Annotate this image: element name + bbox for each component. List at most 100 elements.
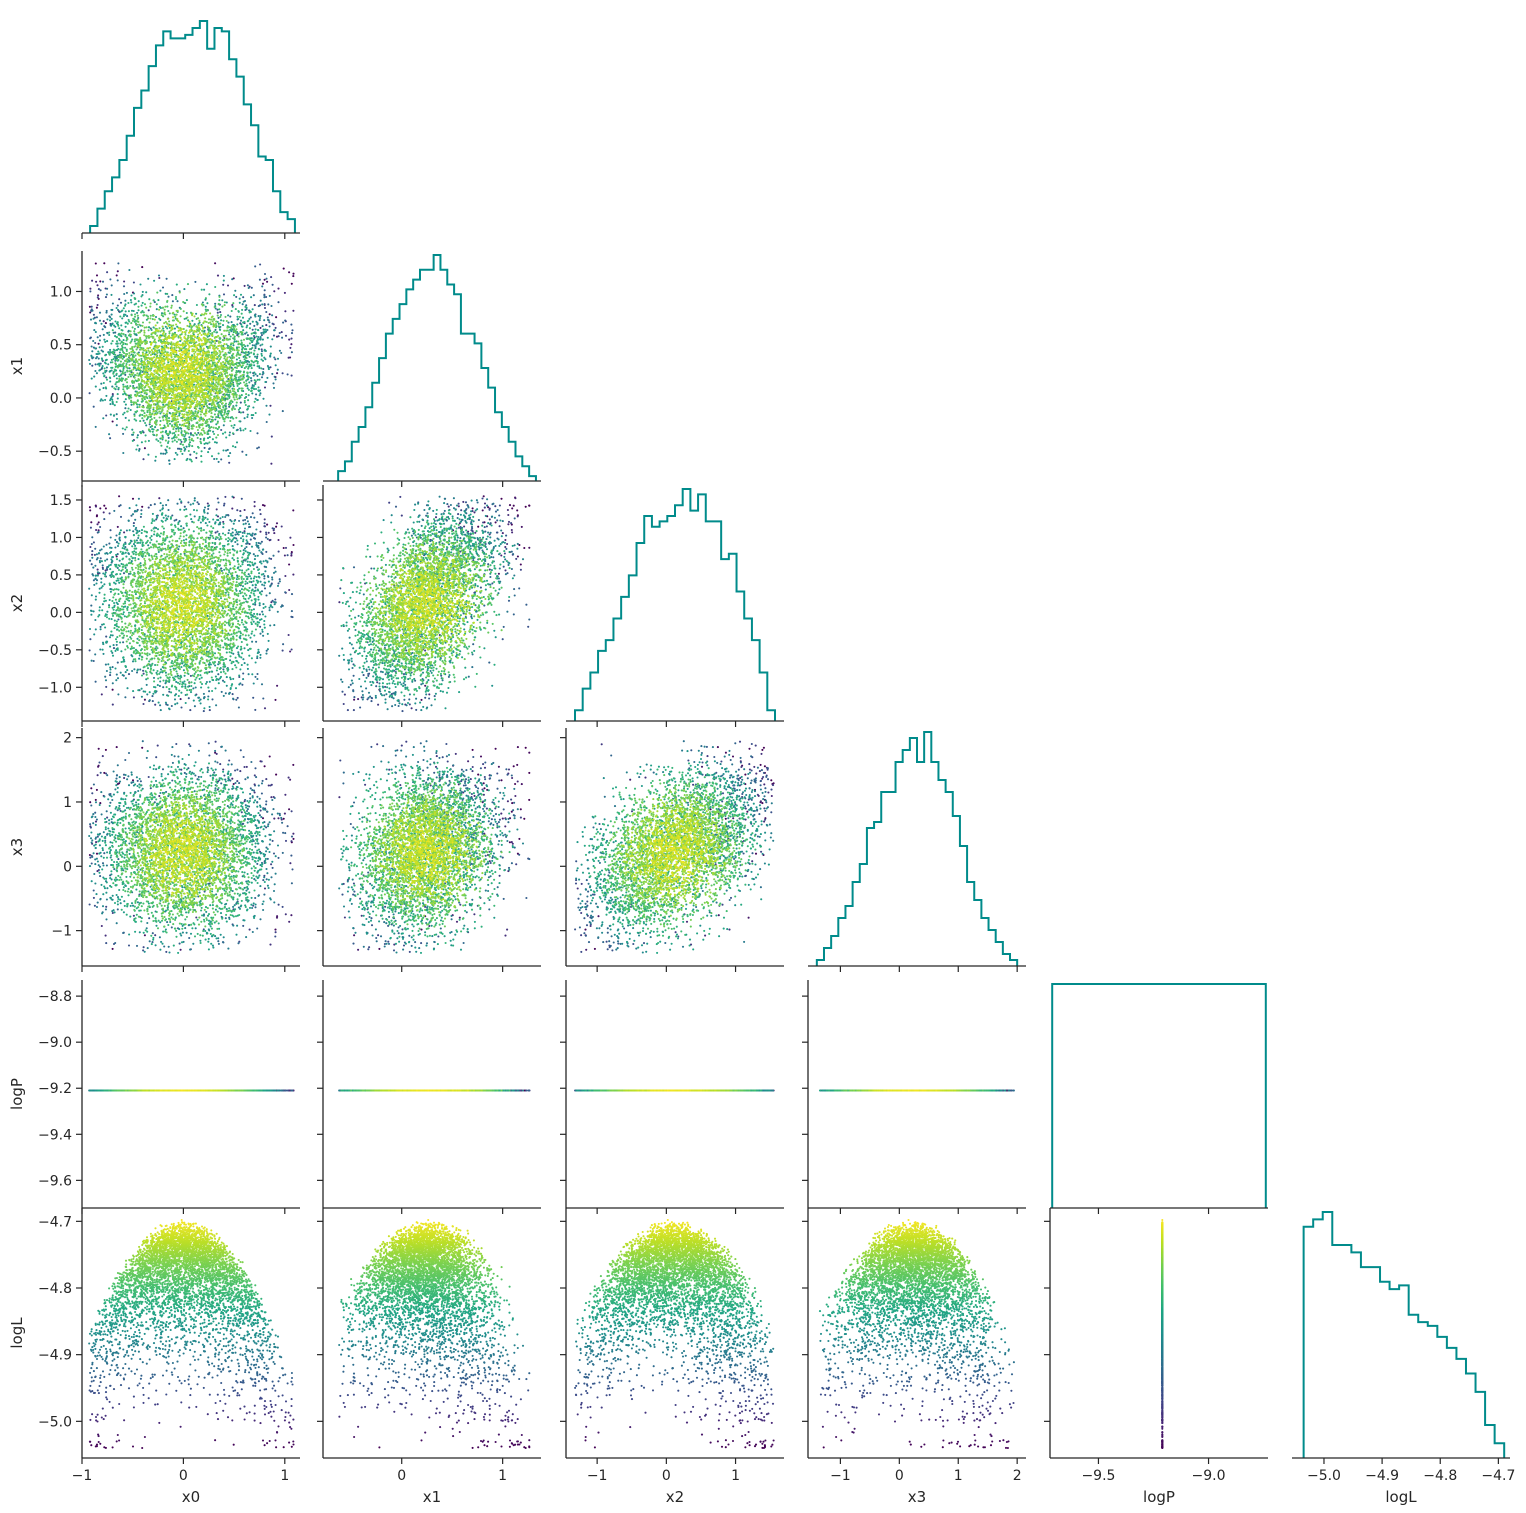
scatter-point	[240, 320, 242, 322]
scatter-point	[277, 358, 279, 360]
scatter-point	[250, 296, 252, 298]
scatter-point	[274, 358, 276, 360]
scatter-point	[116, 385, 118, 387]
scatter-point	[111, 314, 113, 316]
scatter-point	[92, 340, 94, 342]
scatter-point	[261, 350, 263, 352]
scatter-point	[248, 287, 250, 289]
scatter-point	[89, 306, 91, 308]
scatter-point	[90, 355, 92, 357]
scatter-point	[289, 347, 291, 349]
scatter-point	[264, 307, 266, 309]
scatter-point	[273, 335, 275, 337]
scatter-point	[93, 314, 95, 316]
scatter-point	[208, 403, 210, 405]
scatter-point	[259, 319, 261, 321]
scatter-point	[189, 454, 191, 456]
scatter-point	[165, 450, 167, 452]
scatter-point	[273, 387, 275, 389]
scatter-point	[251, 417, 253, 419]
scatter-point	[285, 335, 287, 337]
scatter-point	[221, 299, 223, 301]
scatter-point	[267, 337, 269, 339]
scatter-point	[270, 463, 272, 465]
scatter-point	[188, 436, 190, 438]
scatter-point	[248, 361, 250, 363]
scatter-point	[225, 450, 227, 452]
scatter-point	[232, 306, 234, 308]
scatter-point	[277, 369, 279, 371]
scatter-point	[105, 376, 107, 378]
scatter-point	[208, 448, 210, 450]
scatter-point	[180, 441, 182, 443]
scatter-point	[112, 420, 114, 422]
scatter-point	[91, 310, 93, 312]
scatter-point	[109, 403, 111, 405]
scatter-point	[275, 316, 277, 318]
scatter-point	[277, 301, 279, 303]
scatter-point	[97, 294, 99, 296]
scatter-point	[291, 329, 293, 331]
scatter-point	[93, 329, 95, 331]
scatter-point	[234, 446, 236, 448]
scatter-point	[109, 278, 111, 280]
scatter-point	[123, 293, 125, 295]
scatter-point	[162, 286, 164, 288]
scatter-point	[99, 335, 101, 337]
scatter-point	[110, 398, 112, 400]
scatter-point	[265, 278, 267, 280]
scatter-point	[177, 448, 179, 450]
scatter-point	[89, 363, 91, 365]
scatter-point	[268, 368, 270, 370]
scatter-point	[122, 433, 124, 435]
scatter-point	[228, 462, 230, 464]
scatter-point	[222, 284, 224, 286]
scatter-point	[288, 339, 290, 341]
scatter-point	[99, 346, 101, 348]
scatter-point	[227, 284, 229, 286]
scatter-point	[93, 406, 95, 408]
scatter-point	[105, 414, 107, 416]
scatter-point	[95, 426, 97, 428]
scatter-point	[282, 322, 284, 324]
scatter-point	[106, 318, 108, 320]
scatter-point	[250, 377, 252, 379]
scatter-point	[99, 312, 101, 314]
scatter-point	[172, 300, 174, 302]
scatter-point	[119, 351, 121, 353]
scatter-point	[161, 312, 163, 314]
scatter-point	[246, 416, 248, 418]
scatter-point	[253, 325, 255, 327]
scatter-point	[176, 300, 178, 302]
scatter-point	[264, 279, 266, 281]
scatter-point	[292, 273, 294, 275]
scatter-point	[149, 423, 151, 425]
scatter-point	[100, 383, 102, 385]
scatter-point	[195, 457, 197, 459]
scatter-point	[256, 432, 258, 434]
scatter-point	[248, 318, 250, 320]
scatter-point	[252, 344, 254, 346]
scatter-point	[158, 274, 160, 276]
scatter-point	[93, 376, 95, 378]
scatter-point	[117, 397, 119, 399]
scatter-point	[270, 305, 272, 307]
scatter-point	[291, 332, 293, 334]
scatter-point	[97, 304, 99, 306]
scatter-point	[118, 298, 120, 300]
scatter-point	[282, 410, 284, 412]
scatter-point	[116, 424, 118, 426]
scatter-point	[111, 323, 113, 325]
scatter-point	[204, 447, 206, 449]
scatter-point	[95, 363, 97, 365]
scatter-point	[203, 289, 205, 291]
scatter-point	[110, 294, 112, 296]
histogram-x0	[90, 21, 295, 233]
scatter-point	[263, 294, 265, 296]
scatter-point	[131, 429, 133, 431]
scatter-point	[105, 322, 107, 324]
scatter-point	[242, 303, 244, 305]
scatter-point	[96, 372, 98, 374]
scatter-point	[142, 458, 144, 460]
scatter-point	[256, 375, 258, 377]
